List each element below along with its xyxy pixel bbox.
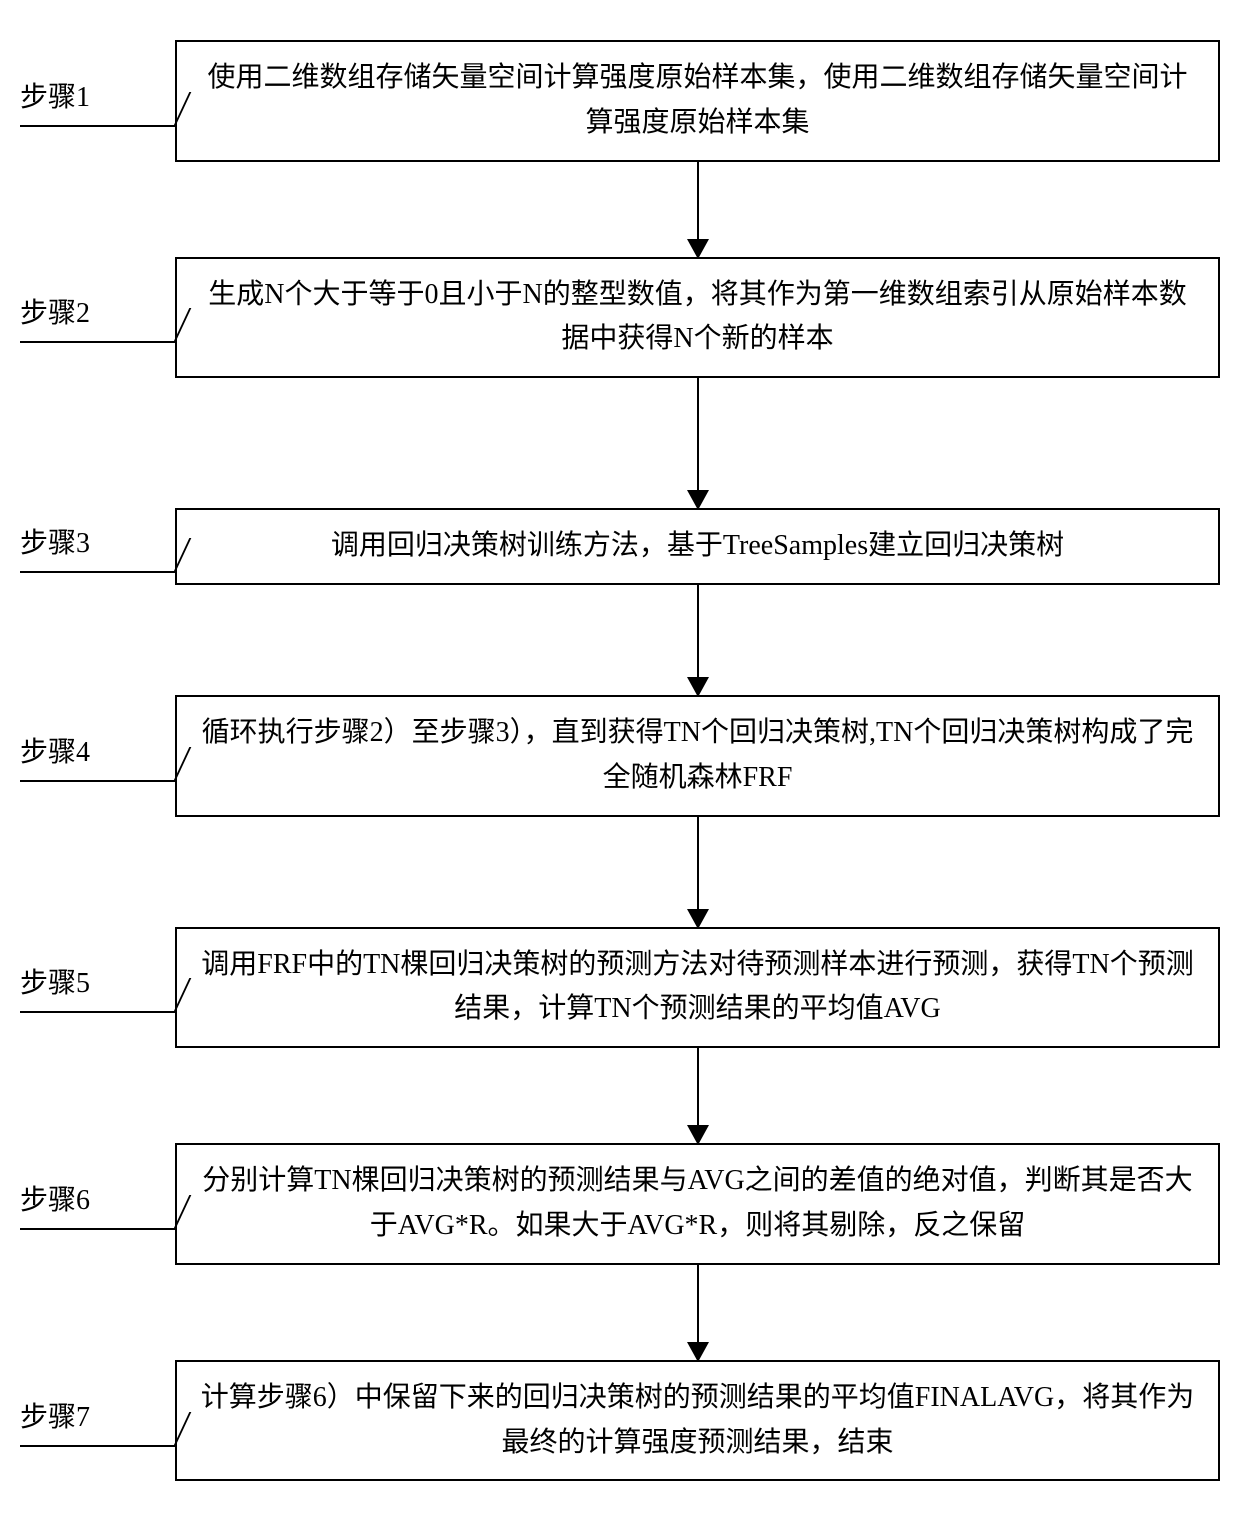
step-box: 调用FRF中的TN棵回归决策树的预测方法对待预测样本进行预测，获得TN个预测结果… (175, 927, 1220, 1049)
step-box: 循环执行步骤2）至步骤3），直到获得TN个回归决策树,TN个回归决策树构成了完全… (175, 695, 1220, 817)
step-box: 计算步骤6）中保留下来的回归决策树的预测结果的平均值FINALAVG，将其作为最… (175, 1360, 1220, 1482)
arrow-down-icon (697, 817, 699, 927)
flowchart-step: 步骤7 计算步骤6）中保留下来的回归决策树的预测结果的平均值FINALAVG，将… (20, 1360, 1220, 1482)
step-box: 使用二维数组存储矢量空间计算强度原始样本集，使用二维数组存储矢量空间计算强度原始… (175, 40, 1220, 162)
flowchart-step: 步骤6 分别计算TN棵回归决策树的预测结果与AVG之间的差值的绝对值，判断其是否… (20, 1143, 1220, 1265)
flowchart-container: 步骤1 使用二维数组存储矢量空间计算强度原始样本集，使用二维数组存储矢量空间计算… (20, 40, 1220, 1481)
step-label: 步骤7 (20, 1395, 160, 1447)
step-label: 步骤4 (20, 730, 160, 782)
arrow-down-icon (697, 1048, 699, 1143)
flowchart-step: 步骤3 调用回归决策树训练方法，基于TreeSamples建立回归决策树 (20, 508, 1220, 585)
arrow-down-icon (697, 585, 699, 695)
step-label: 步骤3 (20, 521, 160, 573)
step-label: 步骤5 (20, 961, 160, 1013)
arrow-wrap (20, 378, 1220, 508)
arrow-down-icon (697, 378, 699, 508)
arrow-down-icon (697, 162, 699, 257)
flowchart-step: 步骤1 使用二维数组存储矢量空间计算强度原始样本集，使用二维数组存储矢量空间计算… (20, 40, 1220, 162)
flowchart-step: 步骤5 调用FRF中的TN棵回归决策树的预测方法对待预测样本进行预测，获得TN个… (20, 927, 1220, 1049)
arrow-wrap (20, 1265, 1220, 1360)
step-box: 调用回归决策树训练方法，基于TreeSamples建立回归决策树 (175, 508, 1220, 585)
arrow-wrap (20, 817, 1220, 927)
flowchart-step: 步骤2 生成N个大于等于0且小于N的整型数值，将其作为第一维数组索引从原始样本数… (20, 257, 1220, 379)
flowchart-step: 步骤4 循环执行步骤2）至步骤3），直到获得TN个回归决策树,TN个回归决策树构… (20, 695, 1220, 817)
arrow-wrap (20, 162, 1220, 257)
step-box: 分别计算TN棵回归决策树的预测结果与AVG之间的差值的绝对值，判断其是否大于AV… (175, 1143, 1220, 1265)
step-label: 步骤1 (20, 75, 160, 127)
arrow-wrap (20, 585, 1220, 695)
step-box: 生成N个大于等于0且小于N的整型数值，将其作为第一维数组索引从原始样本数据中获得… (175, 257, 1220, 379)
arrow-down-icon (697, 1265, 699, 1360)
step-label: 步骤6 (20, 1178, 160, 1230)
arrow-wrap (20, 1048, 1220, 1143)
step-label: 步骤2 (20, 291, 160, 343)
